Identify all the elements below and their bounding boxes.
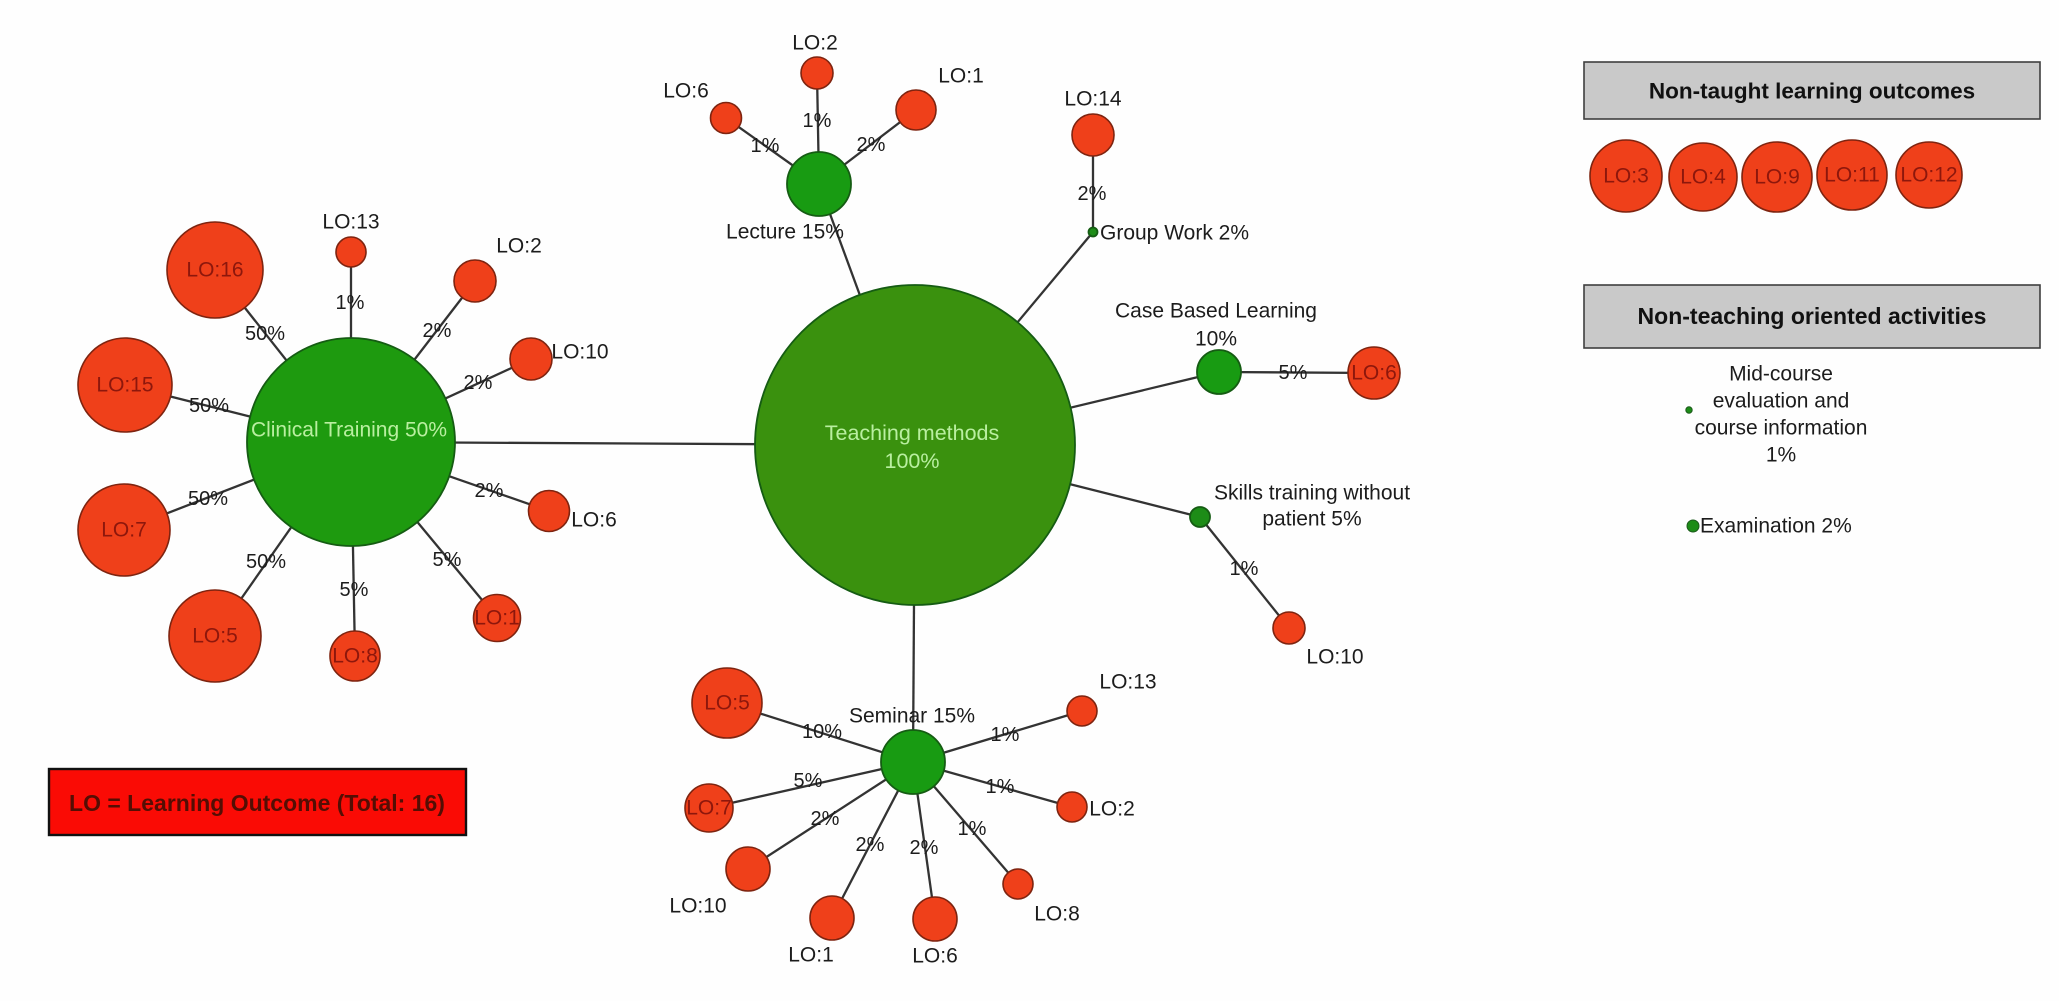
svg-text:Examination 2%: Examination 2% [1700, 515, 1852, 538]
svg-text:100%: 100% [885, 449, 940, 473]
svg-text:1%: 1% [803, 110, 832, 132]
svg-text:50%: 50% [246, 551, 286, 573]
svg-text:50%: 50% [189, 395, 229, 417]
svg-text:1%: 1% [751, 135, 780, 157]
svg-text:evaluation and: evaluation and [1713, 390, 1850, 413]
svg-text:50%: 50% [245, 323, 285, 345]
svg-text:50%: 50% [188, 488, 228, 510]
svg-text:1%: 1% [986, 776, 1015, 798]
svg-text:Teaching methods: Teaching methods [825, 421, 1000, 445]
svg-text:Skills training without: Skills training without [1214, 482, 1410, 505]
svg-text:2%: 2% [464, 372, 493, 394]
svg-text:LO:1: LO:1 [788, 944, 834, 967]
svg-text:LO:6: LO:6 [663, 80, 709, 103]
svg-text:LO = Learning Outcome (Total:: LO = Learning Outcome (Total: 16) [69, 790, 445, 816]
svg-text:Group Work 2%: Group Work 2% [1100, 222, 1249, 245]
svg-text:LO:3: LO:3 [1603, 165, 1649, 188]
svg-text:1%: 1% [1766, 444, 1796, 467]
svg-text:2%: 2% [1078, 183, 1107, 205]
svg-text:LO:2: LO:2 [496, 235, 542, 258]
svg-text:10%: 10% [802, 721, 842, 743]
svg-text:5%: 5% [340, 579, 369, 601]
svg-text:1%: 1% [1230, 558, 1259, 580]
svg-text:2%: 2% [423, 320, 452, 342]
svg-text:2%: 2% [811, 808, 840, 830]
svg-text:5%: 5% [794, 770, 823, 792]
svg-text:LO:10: LO:10 [1306, 646, 1363, 669]
svg-text:2%: 2% [910, 837, 939, 859]
svg-text:LO:13: LO:13 [322, 211, 379, 234]
svg-text:LO:4: LO:4 [1680, 166, 1726, 189]
svg-text:LO:2: LO:2 [1089, 798, 1135, 821]
svg-text:Non-taught learning outcomes: Non-taught learning outcomes [1649, 79, 1975, 104]
svg-text:Clinical Training 50%: Clinical Training 50% [251, 419, 447, 442]
svg-text:LO:5: LO:5 [192, 625, 238, 648]
svg-text:LO:2: LO:2 [792, 32, 838, 55]
svg-text:LO:14: LO:14 [1064, 88, 1122, 111]
svg-text:5%: 5% [433, 549, 462, 571]
svg-text:LO:15: LO:15 [96, 374, 153, 397]
svg-text:LO:12: LO:12 [1900, 164, 1957, 187]
svg-text:Lecture 15%: Lecture 15% [726, 221, 844, 244]
svg-text:2%: 2% [857, 134, 886, 156]
svg-text:LO:13: LO:13 [1099, 671, 1156, 694]
svg-text:Seminar 15%: Seminar 15% [849, 705, 975, 728]
svg-text:LO:9: LO:9 [1754, 166, 1800, 189]
svg-text:Mid-course: Mid-course [1729, 363, 1833, 386]
svg-text:LO:6: LO:6 [912, 945, 958, 968]
svg-text:Non-teaching oriented activiti: Non-teaching oriented activities [1638, 303, 1987, 329]
svg-text:LO:1: LO:1 [938, 65, 984, 88]
svg-text:course information: course information [1695, 417, 1868, 440]
svg-text:1%: 1% [958, 818, 987, 840]
svg-text:LO:7: LO:7 [686, 797, 732, 820]
svg-text:5%: 5% [1279, 362, 1308, 384]
svg-text:LO:10: LO:10 [551, 341, 608, 364]
svg-text:2%: 2% [856, 834, 885, 856]
svg-text:LO:16: LO:16 [186, 259, 243, 282]
svg-text:LO:8: LO:8 [332, 645, 378, 668]
svg-text:LO:11: LO:11 [1824, 164, 1880, 187]
svg-text:LO:1: LO:1 [474, 607, 520, 630]
svg-text:LO:8: LO:8 [1034, 903, 1080, 926]
svg-text:LO:7: LO:7 [101, 519, 147, 542]
svg-text:1%: 1% [991, 724, 1020, 746]
svg-text:LO:6: LO:6 [1351, 362, 1397, 385]
svg-text:patient 5%: patient 5% [1262, 508, 1361, 531]
svg-text:1%: 1% [336, 292, 365, 314]
svg-text:LO:6: LO:6 [571, 509, 617, 532]
svg-text:10%: 10% [1195, 328, 1237, 351]
svg-text:2%: 2% [475, 480, 504, 502]
svg-text:Case Based Learning: Case Based Learning [1115, 300, 1317, 323]
svg-text:LO:5: LO:5 [704, 692, 750, 715]
svg-text:LO:10: LO:10 [669, 895, 726, 918]
